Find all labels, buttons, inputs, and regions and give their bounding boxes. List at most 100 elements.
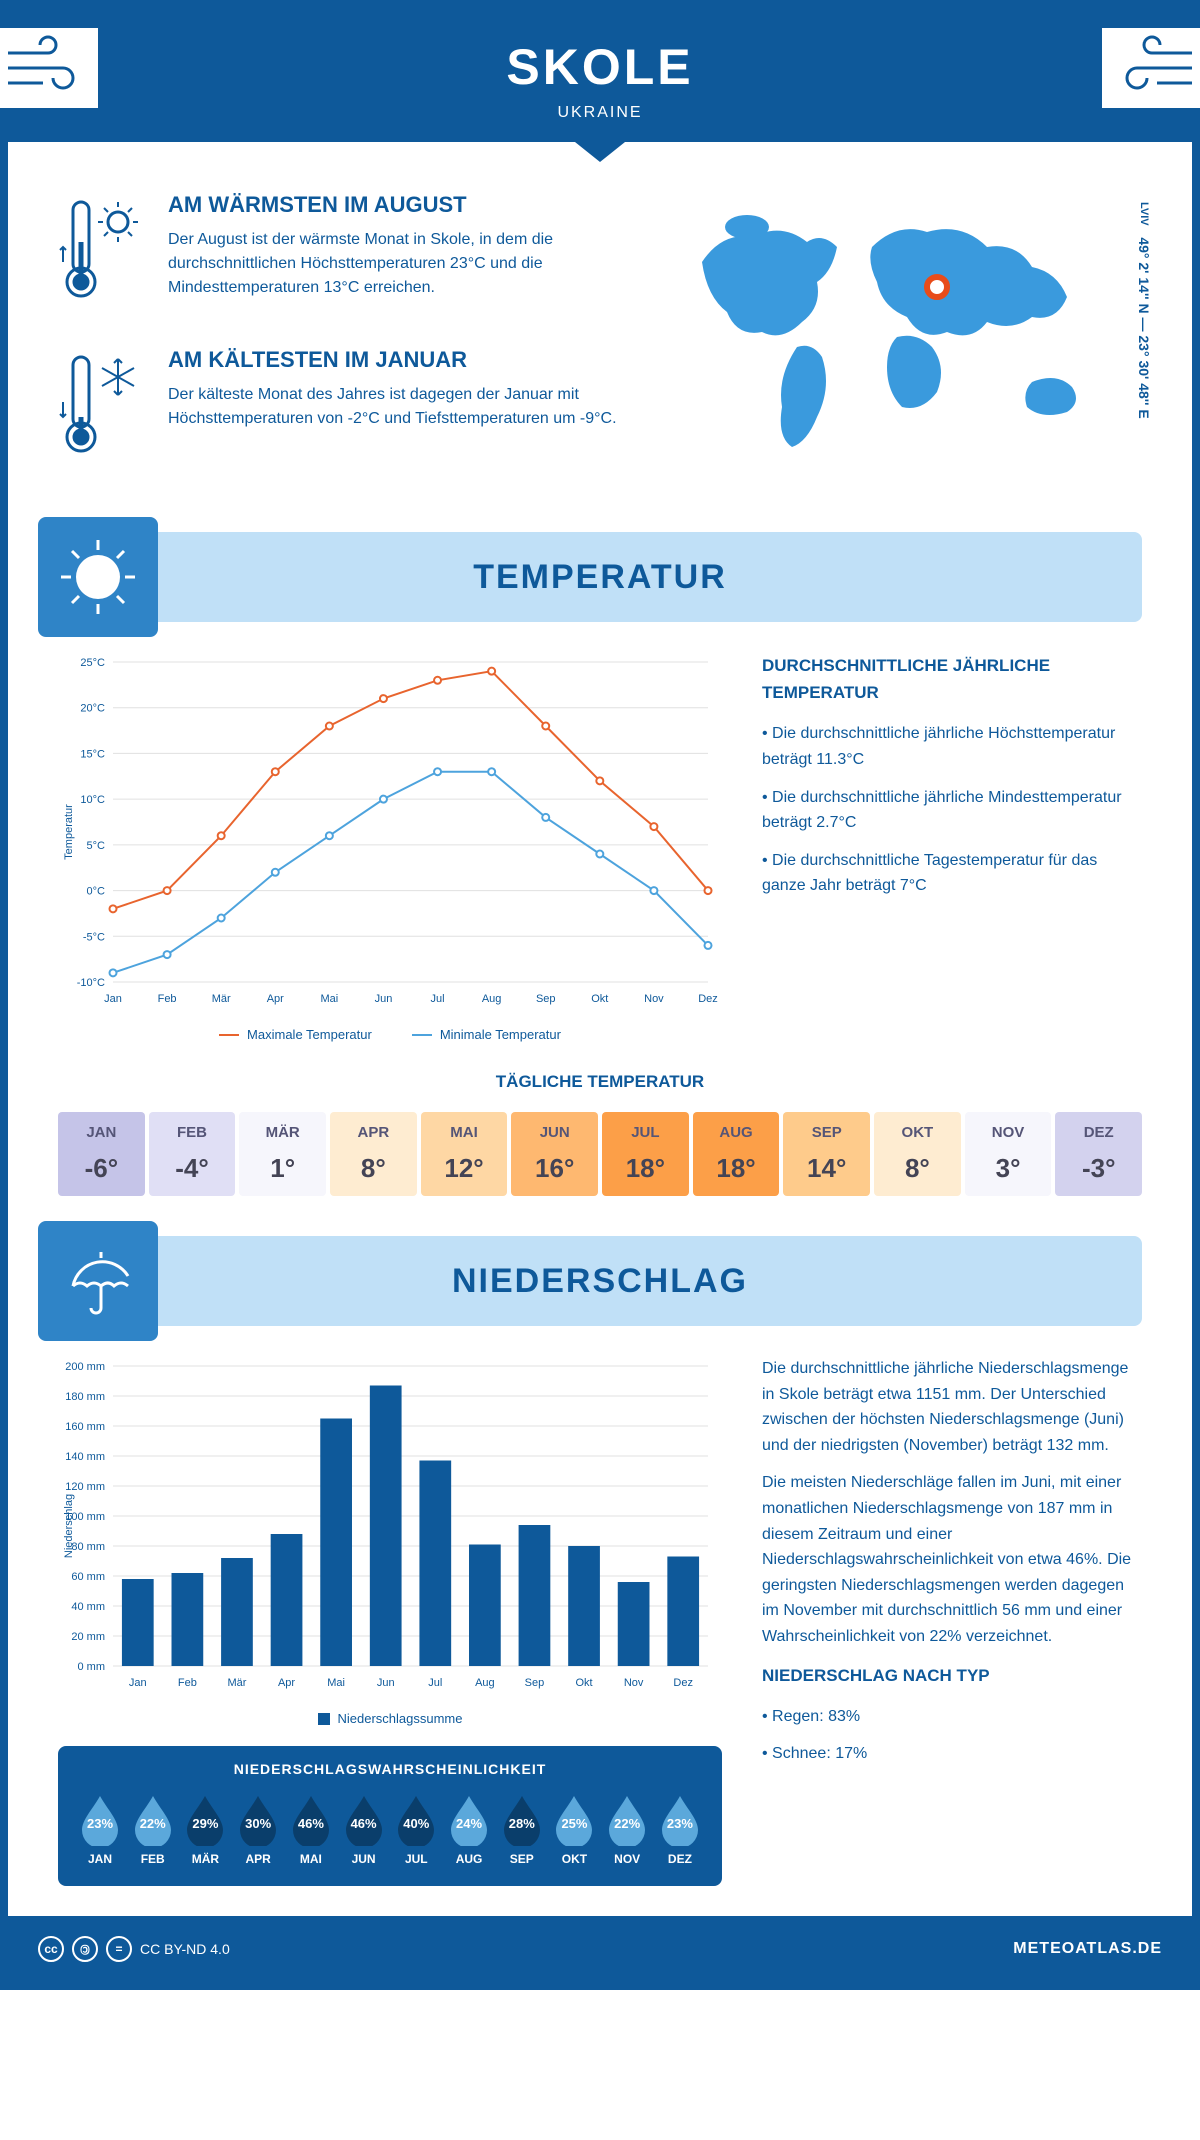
svg-text:Feb: Feb xyxy=(178,1677,197,1689)
precipitation-section-header: NIEDERSCHLAG xyxy=(58,1236,1142,1326)
daily-temp-row: JAN-6°FEB-4°MÄR1°APR8°MAI12°JUN16°JUL18°… xyxy=(58,1112,1142,1196)
probability-drop: 46%MAI xyxy=(289,1792,333,1866)
country: UKRAINE xyxy=(8,104,1192,122)
svg-text:Aug: Aug xyxy=(475,1677,495,1689)
svg-text:180 mm: 180 mm xyxy=(65,1391,105,1403)
temp-cell: NOV3° xyxy=(965,1112,1052,1196)
svg-text:5°C: 5°C xyxy=(87,840,106,852)
header: SKOLE UKRAINE xyxy=(8,8,1192,142)
svg-text:Aug: Aug xyxy=(482,993,502,1005)
svg-text:Sep: Sep xyxy=(525,1677,545,1689)
sun-icon xyxy=(38,517,158,637)
temp-cell: MÄR1° xyxy=(239,1112,326,1196)
svg-text:25°C: 25°C xyxy=(80,657,105,669)
temp-cell: SEP14° xyxy=(783,1112,870,1196)
precipitation-bar-chart: 0 mm20 mm40 mm60 mm80 mm100 mm120 mm140 … xyxy=(58,1356,718,1696)
probability-drop: 29%MÄR xyxy=(183,1792,227,1866)
svg-text:Jun: Jun xyxy=(375,993,393,1005)
svg-text:Mai: Mai xyxy=(327,1677,345,1689)
world-map xyxy=(662,192,1142,472)
svg-text:Dez: Dez xyxy=(698,993,718,1005)
cc-icon: cc xyxy=(38,1936,64,1962)
svg-text:140 mm: 140 mm xyxy=(65,1451,105,1463)
umbrella-icon xyxy=(38,1221,158,1341)
temp-cell: MAI12° xyxy=(421,1112,508,1196)
probability-drop: 23%JAN xyxy=(78,1792,122,1866)
coordinates: LVIV 49° 2' 14'' N — 23° 30' 48'' E xyxy=(1136,202,1152,419)
svg-text:20 mm: 20 mm xyxy=(71,1631,105,1643)
precip-fact: • Schnee: 17% xyxy=(762,1741,1142,1767)
svg-text:Jul: Jul xyxy=(431,993,445,1005)
svg-text:Okt: Okt xyxy=(575,1677,592,1689)
temp-cell: JUN16° xyxy=(511,1112,598,1196)
svg-text:Okt: Okt xyxy=(591,993,608,1005)
svg-text:10°C: 10°C xyxy=(80,794,105,806)
precip-fact: Die durchschnittliche jährliche Niedersc… xyxy=(762,1356,1142,1458)
temp-cell: APR8° xyxy=(330,1112,417,1196)
probability-drop: 40%JUL xyxy=(394,1792,438,1866)
svg-text:40 mm: 40 mm xyxy=(71,1601,105,1613)
nd-icon: = xyxy=(106,1936,132,1962)
thermometer-sun-icon xyxy=(58,192,148,317)
daily-temp-title: TÄGLICHE TEMPERATUR xyxy=(58,1072,1142,1092)
svg-text:20°C: 20°C xyxy=(80,703,105,715)
svg-text:Jan: Jan xyxy=(129,1677,147,1689)
probability-drop: 25%OKT xyxy=(552,1792,596,1866)
wind-icon xyxy=(0,28,98,108)
temp-fact: • Die durchschnittliche jährliche Höchst… xyxy=(762,721,1142,772)
temperature-line-chart: -10°C-5°C0°C5°C10°C15°C20°C25°CJanFebMär… xyxy=(58,652,718,1012)
svg-text:15°C: 15°C xyxy=(80,748,105,760)
footer: cc 🄯 = CC BY-ND 4.0 METEOATLAS.DE xyxy=(8,1916,1192,1982)
probability-drop: 24%AUG xyxy=(447,1792,491,1866)
probability-drop: 30%APR xyxy=(236,1792,280,1866)
coldest-block: AM KÄLTESTEN IM JANUAR Der kälteste Mona… xyxy=(58,347,622,472)
svg-text:Nov: Nov xyxy=(644,993,664,1005)
temp-cell: JAN-6° xyxy=(58,1112,145,1196)
svg-text:160 mm: 160 mm xyxy=(65,1421,105,1433)
probability-drop: 22%FEB xyxy=(131,1792,175,1866)
svg-text:120 mm: 120 mm xyxy=(65,1481,105,1493)
svg-text:Mai: Mai xyxy=(320,993,338,1005)
warmest-title: AM WÄRMSTEN IM AUGUST xyxy=(168,192,622,218)
by-icon: 🄯 xyxy=(72,1936,98,1962)
temp-cell: AUG18° xyxy=(693,1112,780,1196)
svg-text:Sep: Sep xyxy=(536,993,556,1005)
svg-text:200 mm: 200 mm xyxy=(65,1361,105,1373)
svg-text:Nov: Nov xyxy=(624,1677,644,1689)
svg-text:Temperatur: Temperatur xyxy=(63,804,75,860)
svg-text:0°C: 0°C xyxy=(87,886,106,898)
temp-cell: DEZ-3° xyxy=(1055,1112,1142,1196)
probability-drop: 22%NOV xyxy=(605,1792,649,1866)
svg-text:0 mm: 0 mm xyxy=(78,1661,106,1673)
section-title: TEMPERATUR xyxy=(473,558,727,597)
svg-text:Jul: Jul xyxy=(428,1677,442,1689)
temp-cell: FEB-4° xyxy=(149,1112,236,1196)
precipitation-probability-box: NIEDERSCHLAGSWAHRSCHEINLICHKEIT 23%JAN22… xyxy=(58,1746,722,1886)
probability-drop: 28%SEP xyxy=(500,1792,544,1866)
city-title: SKOLE xyxy=(8,38,1192,96)
temp-fact: • Die durchschnittliche Tagestemperatur … xyxy=(762,848,1142,899)
prob-title: NIEDERSCHLAGSWAHRSCHEINLICHKEIT xyxy=(78,1761,702,1777)
probability-drop: 46%JUN xyxy=(342,1792,386,1866)
svg-text:Apr: Apr xyxy=(267,993,284,1005)
temperature-section-header: TEMPERATUR xyxy=(58,532,1142,622)
section-title: NIEDERSCHLAG xyxy=(452,1262,748,1301)
svg-text:Mär: Mär xyxy=(227,1677,246,1689)
precip-legend: Niederschlagssumme xyxy=(58,1711,722,1726)
temp-fact: • Die durchschnittliche jährliche Mindes… xyxy=(762,785,1142,836)
svg-text:Niederschlag: Niederschlag xyxy=(63,1494,75,1558)
svg-text:60 mm: 60 mm xyxy=(71,1571,105,1583)
svg-text:Feb: Feb xyxy=(158,993,177,1005)
warmest-block: AM WÄRMSTEN IM AUGUST Der August ist der… xyxy=(58,192,622,317)
svg-text:-10°C: -10°C xyxy=(77,977,105,989)
probability-drop: 23%DEZ xyxy=(658,1792,702,1866)
svg-text:Jun: Jun xyxy=(377,1677,395,1689)
svg-text:Jan: Jan xyxy=(104,993,122,1005)
svg-text:-5°C: -5°C xyxy=(83,931,105,943)
coldest-title: AM KÄLTESTEN IM JANUAR xyxy=(168,347,622,373)
coldest-text: Der kälteste Monat des Jahres ist dagege… xyxy=(168,383,622,431)
precip-type-title: NIEDERSCHLAG NACH TYP xyxy=(762,1662,1142,1689)
precip-fact: • Regen: 83% xyxy=(762,1704,1142,1730)
warmest-text: Der August ist der wärmste Monat in Skol… xyxy=(168,228,622,300)
temp-cell: JUL18° xyxy=(602,1112,689,1196)
